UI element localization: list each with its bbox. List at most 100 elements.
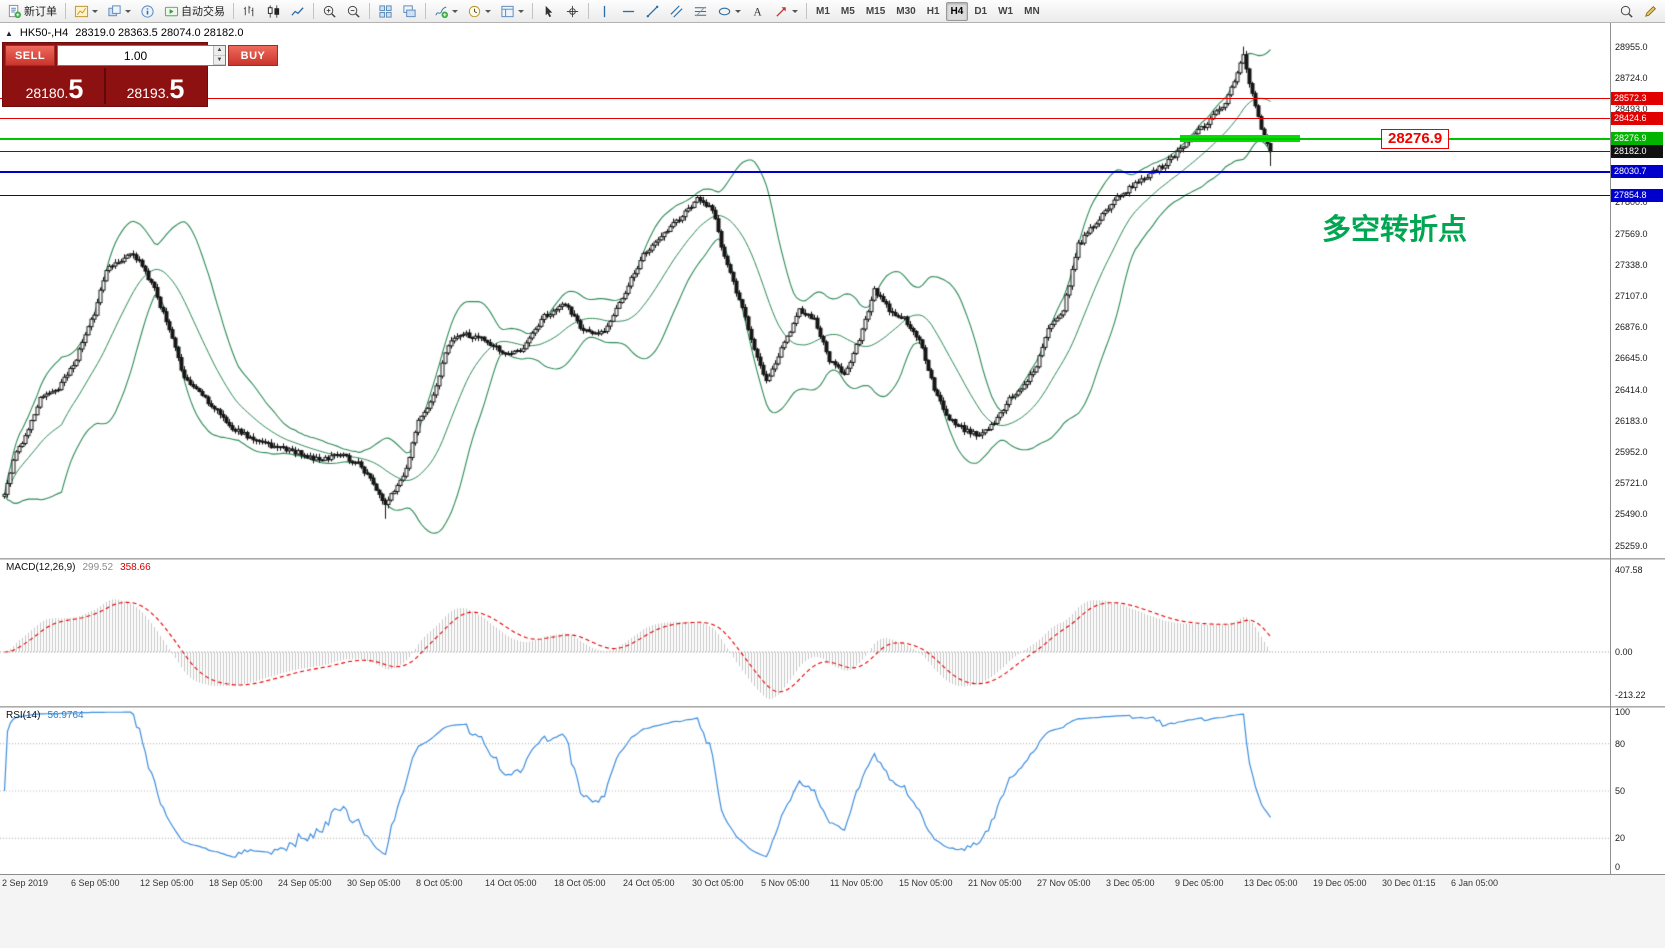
templates-button[interactable] (496, 2, 528, 21)
horizontal-line-28276.9[interactable] (0, 137, 1610, 140)
arrows-button[interactable] (770, 2, 802, 21)
autotrade-icon (164, 4, 179, 19)
line-chart-icon (290, 4, 305, 19)
time-axis-tick: 24 Sep 05:00 (278, 878, 332, 888)
macd-axis-label: 407.58 (1615, 565, 1643, 576)
clock-icon (467, 4, 482, 19)
time-axis-tick: 30 Oct 05:00 (692, 878, 744, 888)
collapse-trade-panel-icon[interactable]: ▲ (5, 28, 13, 38)
periods-button[interactable] (463, 2, 495, 21)
indicators-button[interactable] (430, 2, 462, 21)
time-axis-tick: 12 Sep 05:00 (140, 878, 194, 888)
candle-chart-button[interactable] (262, 2, 285, 21)
profiles-icon (107, 4, 122, 19)
bar-chart-button[interactable] (238, 2, 261, 21)
rsi-axis-label: 80 (1615, 738, 1626, 749)
timeframe-button-m15[interactable]: M15 (865, 5, 886, 17)
trade-panel-buttons-row: SELL ▲ ▼ BUY (5, 45, 278, 66)
zoom-in-button[interactable] (318, 2, 341, 21)
price-axis-tick: 28493.0 (1615, 103, 1648, 114)
timeframe-button-h1[interactable]: H1 (926, 5, 940, 17)
price-axis-tick: 25490.0 (1615, 509, 1648, 520)
horizontal-line-28182.0[interactable] (0, 150, 1610, 152)
vertical-line-button[interactable] (593, 2, 616, 21)
toolbar-separator (588, 3, 589, 19)
fibonacci-button[interactable] (689, 2, 712, 21)
zoom-out-button[interactable] (342, 2, 365, 21)
horizontal-line-28572.3[interactable] (0, 97, 1610, 100)
rsi-panel-separator[interactable] (0, 706, 1665, 708)
candles-icon (266, 4, 281, 19)
price-badge-28572.3: 28572.3 (1611, 92, 1663, 106)
time-axis-tick: 5 Nov 05:00 (761, 878, 810, 888)
arrange-windows-button[interactable] (398, 2, 421, 21)
buy-button[interactable]: BUY (228, 45, 278, 66)
tile-windows-button[interactable] (374, 2, 397, 21)
toolbar-separator (313, 3, 314, 19)
macd-panel-separator[interactable] (0, 558, 1665, 560)
toolbar-separator (369, 3, 370, 19)
cursor-button[interactable] (537, 2, 560, 21)
shapes-button[interactable] (713, 2, 745, 21)
price-axis-tick: 25721.0 (1615, 478, 1648, 489)
profiles-button[interactable] (103, 2, 135, 21)
edit-button[interactable] (1639, 2, 1662, 21)
time-axis[interactable] (0, 874, 1665, 948)
symbol-header: ▲ HK50-,H4 28319.0 28363.5 28074.0 28182… (5, 27, 243, 39)
timeframe-button-h4[interactable]: H4 (945, 1, 969, 21)
tile-icon (378, 4, 393, 19)
timeframe-button-w1[interactable]: W1 (998, 5, 1014, 17)
time-axis-tick: 24 Oct 05:00 (623, 878, 675, 888)
toolbar-separator (65, 3, 66, 19)
buy-price-main: 28193. (126, 84, 170, 101)
horizontal-line-28030.7[interactable] (0, 171, 1610, 173)
autotrade-button[interactable]: 自动交易 (160, 2, 229, 21)
text-annotation[interactable]: 多空转折点 (1322, 214, 1468, 246)
new-order-icon (7, 4, 22, 19)
new-order-button[interactable]: 新订单 (3, 2, 61, 21)
price-axis-tick: 25952.0 (1615, 447, 1648, 458)
trendline-button[interactable] (641, 2, 664, 21)
horizontal-line-27854.8[interactable] (0, 194, 1610, 197)
price-badge-28424.6: 28424.6 (1611, 112, 1663, 126)
time-axis-tick: 14 Oct 05:00 (485, 878, 537, 888)
lot-input[interactable] (58, 46, 213, 65)
horizontal-line-28424.6[interactable] (0, 117, 1610, 120)
timeframe-button-m5[interactable]: M5 (840, 5, 855, 17)
toolbar-separator (532, 3, 533, 19)
sell-price-button[interactable]: 28180. 5 (5, 68, 104, 104)
zoom-out-icon (346, 4, 361, 19)
channel-button[interactable] (665, 2, 688, 21)
line-chart-button[interactable] (286, 2, 309, 21)
ellipse-icon (717, 4, 732, 19)
data-window-button[interactable] (136, 2, 159, 21)
lot-increase-button[interactable]: ▲ (214, 46, 225, 56)
new-chart-button[interactable] (70, 2, 102, 21)
price-axis-tick: 26183.0 (1615, 415, 1648, 426)
time-axis-tick: 30 Sep 05:00 (347, 878, 401, 888)
timeframe-button-d1[interactable]: D1 (974, 5, 988, 17)
text-button[interactable]: A (746, 2, 769, 21)
price-badge-28030.7: 28030.7 (1611, 165, 1663, 179)
edit-icon (1643, 4, 1658, 19)
timeframe-button-m1[interactable]: M1 (816, 5, 830, 17)
horizontal-line-button[interactable] (617, 2, 640, 21)
macd-value: 299.52 (82, 562, 114, 573)
timeframe-button-mn[interactable]: MN (1024, 5, 1040, 17)
buy-price-button[interactable]: 28193. 5 (106, 68, 205, 104)
symbol-name: HK50-,H4 (19, 27, 69, 39)
fibo-icon (693, 4, 708, 19)
crosshair-button[interactable] (561, 2, 584, 21)
channel-icon (669, 4, 684, 19)
sell-button[interactable]: SELL (5, 45, 55, 66)
price-label-annotation[interactable]: 28276.9 (1381, 129, 1450, 149)
lot-decrease-button[interactable]: ▼ (214, 55, 225, 65)
autotrade-button-label: 自动交易 (181, 6, 225, 18)
arrange-icon (402, 4, 417, 19)
lot-field: ▲ ▼ (57, 45, 226, 66)
data-window-icon (140, 4, 155, 19)
search-button[interactable] (1615, 2, 1638, 21)
rsi-axis-label: 20 (1615, 833, 1626, 844)
timeframe-button-m30[interactable]: M30 (896, 5, 916, 17)
